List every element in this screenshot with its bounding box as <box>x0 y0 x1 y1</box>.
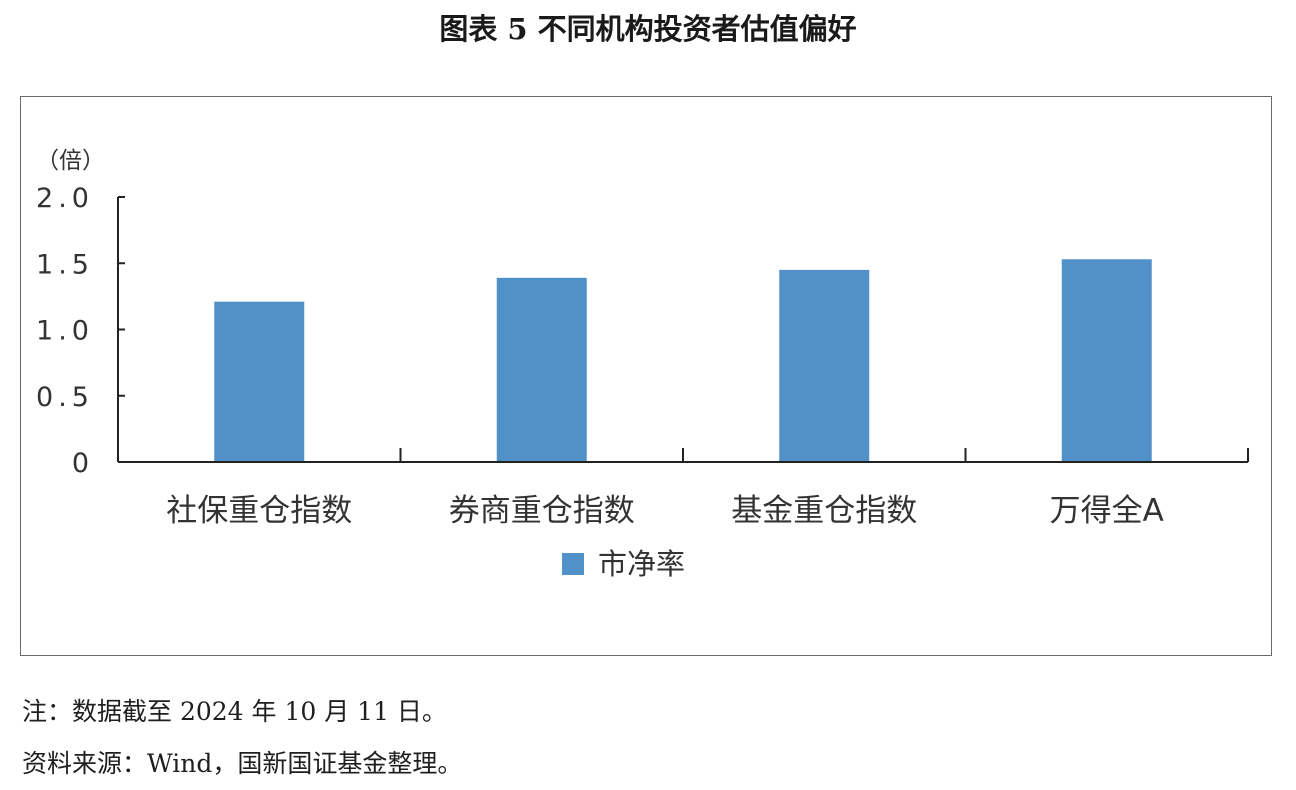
footnote: 注：数据截至 2024 年 10 月 11 日。 <box>22 697 447 726</box>
x-category-label: 基金重仓指数 <box>731 493 917 529</box>
chart-title: 图表 5 不同机构投资者估值偏好 <box>439 12 857 46</box>
bar <box>214 301 305 462</box>
y-tick-label: 2.0 <box>36 183 94 214</box>
y-tick-label: 0.5 <box>36 382 94 413</box>
y-axis-unit-label: （倍） <box>36 148 105 174</box>
legend-swatch <box>562 553 584 575</box>
bar-chart: （倍） 0 0.5 1.0 1.5 2.0 社保重仓指数 券商重仓指数 基金重仓指数 万得全A… <box>36 148 1249 581</box>
y-tick-label: 1.5 <box>36 249 94 280</box>
bar <box>1061 259 1152 462</box>
bar <box>779 269 870 462</box>
x-category-label: 万得全A <box>1050 493 1164 529</box>
x-category-label: 社保重仓指数 <box>166 493 352 529</box>
y-tick-label: 0 <box>72 448 94 479</box>
y-tick-label: 1.0 <box>36 316 94 347</box>
source-note: 资料来源：Wind，国新国证基金整理。 <box>22 749 463 778</box>
legend-label: 市净率 <box>598 547 685 581</box>
x-category-label: 券商重仓指数 <box>449 493 635 529</box>
chart-frame <box>20 96 1272 656</box>
bar <box>496 277 587 462</box>
